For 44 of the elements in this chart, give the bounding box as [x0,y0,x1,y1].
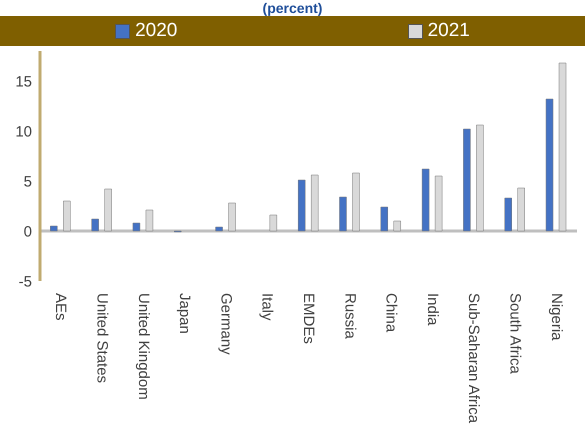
bar [298,180,306,232]
x-tick-label: China [382,293,400,333]
bar [146,210,154,232]
bar [310,174,318,232]
x-tick-label: AEs [52,293,70,321]
bar [517,188,525,232]
bar [91,218,99,232]
bar [394,220,402,232]
bar [434,176,442,232]
x-tick-label: Sub-Saharan Africa [465,293,482,424]
bar [476,124,484,232]
y-tick-label: 15 [15,73,32,90]
bar [270,214,278,232]
bar [504,198,512,232]
bar [380,206,388,232]
x-tick-label: Japan [176,293,194,334]
bar [228,202,236,232]
legend-label: 2021 [426,20,470,42]
x-tick-label: Italy [258,293,276,322]
y-tick-label: 10 [15,123,32,140]
y-tick-label: 5 [24,173,32,190]
bar [558,62,566,232]
bar [422,168,430,232]
x-tick-label: EMDEs [300,293,317,344]
bar [132,222,140,232]
bar [339,196,347,232]
y-tick-label: -5 [18,273,32,290]
x-tick-label: South Africa [506,293,524,375]
x-tick-label: India [424,293,441,326]
bar [352,172,360,232]
y-tick-label: 0 [24,223,32,240]
legend-label: 2020 [134,20,178,42]
x-tick-label: United Kingdom [134,293,152,400]
x-tick-label: Nigeria [548,293,565,342]
x-tick-label: Germany [217,293,234,356]
bar [463,128,471,232]
bar [546,98,554,232]
bar [104,188,112,232]
chart-title: (percent) [262,0,324,16]
x-tick-label: Russia [341,293,358,340]
bar [50,226,58,232]
x-tick-label: United States [93,293,110,384]
bar [215,226,223,232]
bar [63,200,71,232]
